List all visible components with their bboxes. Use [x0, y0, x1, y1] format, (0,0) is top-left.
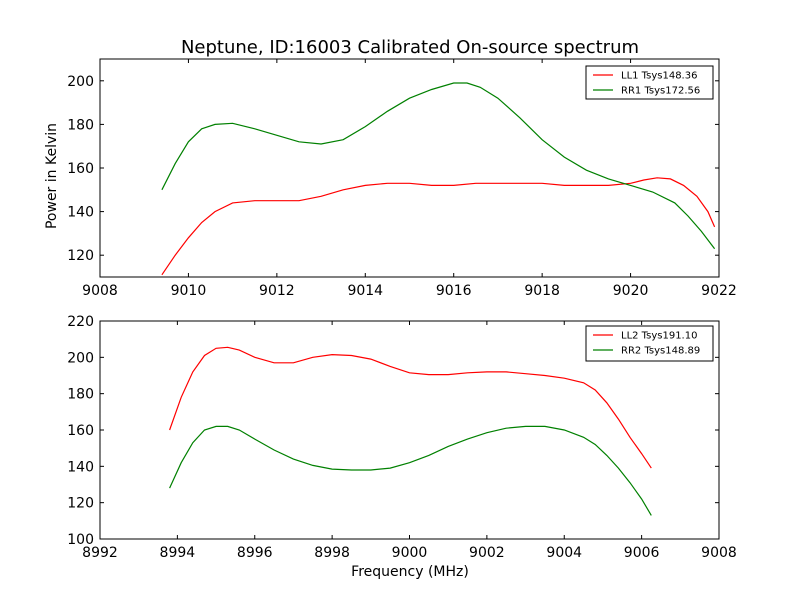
bottom-y-tick-label: 200 [67, 350, 94, 366]
top-y-tick-label: 140 [67, 205, 94, 221]
bottom-y-tick-label: 160 [67, 423, 94, 439]
top-x-tick-label: 9020 [613, 283, 649, 299]
top-y-tick-label: 200 [67, 74, 94, 90]
bottom-x-tick-label: 9006 [624, 545, 660, 561]
chart-title: Neptune, ID:16003 Calibrated On-source s… [181, 37, 639, 58]
bottom-x-tick-label: 8992 [82, 545, 118, 561]
bottom-y-tick-label: 140 [67, 459, 94, 475]
bottom-x-tick-label: 9002 [469, 545, 505, 561]
bottom-legend-label-1: LL2 Tsys191.10 [621, 331, 697, 342]
top-x-tick-label: 9012 [259, 283, 295, 299]
top-x-tick-label: 9014 [347, 283, 383, 299]
top-series-1-line [161, 177, 716, 276]
bottom-x-axis-label: Frequency (MHz) [351, 564, 469, 580]
bottom-series-2-line [169, 425, 652, 516]
bottom-y-tick-label: 220 [67, 314, 94, 330]
bottom-x-tick-label: 9000 [392, 545, 428, 561]
top-legend-box [585, 65, 714, 100]
top-legend-label-2: RR1 Tsys172.56 [621, 86, 700, 97]
bottom-legend-box [585, 325, 714, 362]
bottom-x-tick-label: 9008 [701, 545, 737, 561]
top-legend-label-1: LL1 Tsys148.36 [621, 71, 697, 82]
top-x-tick-label: 9010 [171, 283, 207, 299]
top-y-tick-label: 120 [67, 248, 94, 264]
top-x-tick-label: 9018 [524, 283, 560, 299]
bottom-y-tick-label: 120 [67, 496, 94, 512]
top-y-tick-label: 180 [67, 117, 94, 133]
bottom-x-tick-label: 9004 [546, 545, 582, 561]
bottom-series-1-line [169, 346, 652, 469]
top-y-tick-label: 160 [67, 161, 94, 177]
top-x-tick-label: 9008 [82, 283, 118, 299]
top-x-tick-label: 9022 [701, 283, 737, 299]
top-x-tick-label: 9016 [436, 283, 472, 299]
bottom-x-tick-label: 8998 [314, 545, 350, 561]
bottom-x-tick-label: 8994 [160, 545, 196, 561]
bottom-legend-label-2: RR2 Tsys148.89 [621, 346, 700, 357]
bottom-y-tick-label: 100 [67, 532, 94, 548]
bottom-x-tick-label: 8996 [237, 545, 273, 561]
top-series-2-line [161, 82, 716, 250]
top-y-axis-label: Power in Kelvin [44, 123, 60, 229]
bottom-y-tick-label: 180 [67, 387, 94, 403]
